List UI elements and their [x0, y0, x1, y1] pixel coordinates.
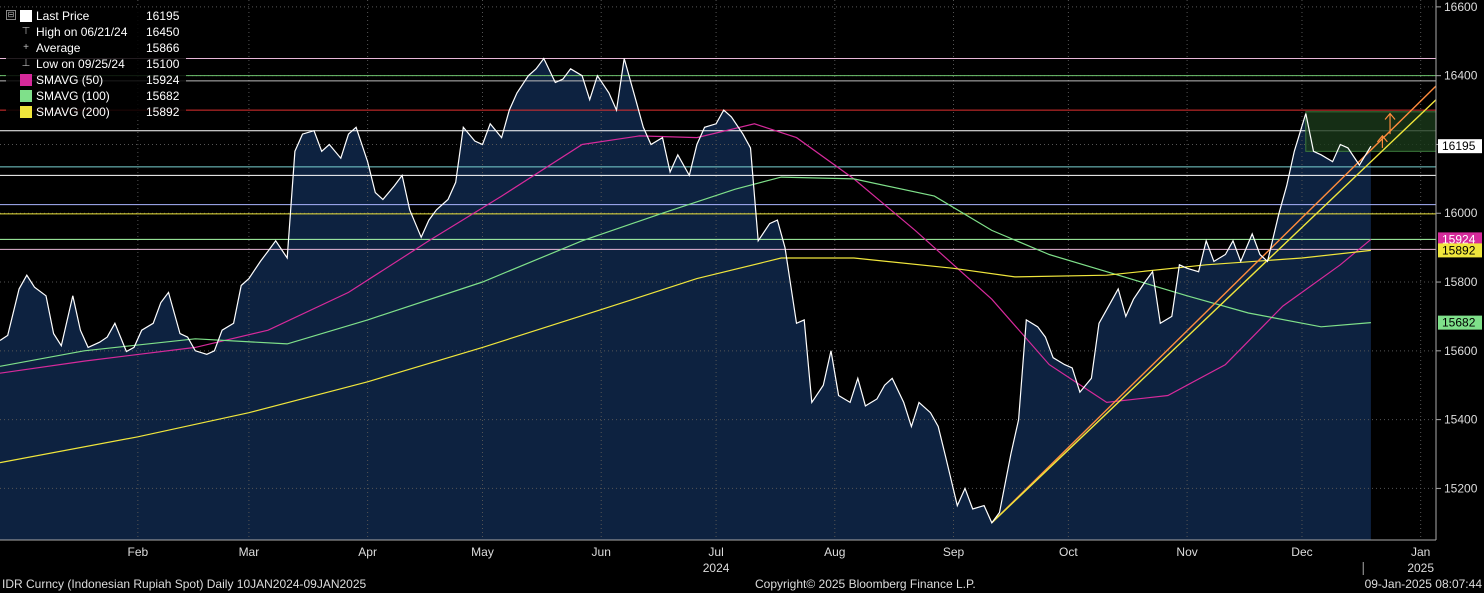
legend-row: SMAVG (50) 15924 — [6, 72, 186, 88]
axis-value-badge — [1438, 232, 1482, 247]
legend-value: 15924 — [146, 73, 180, 87]
legend-value: 16195 — [146, 9, 180, 23]
legend-marker-icon: + — [23, 42, 29, 53]
legend-label: SMAVG (200) — [36, 105, 110, 119]
x-tick-label: Jan — [1411, 545, 1430, 559]
series-line-smavg-100- — [0, 176, 1371, 367]
legend-row: + Average 15866 — [6, 40, 186, 56]
chart-legend: ⊟ Last Price 16195 ⊤ High on 06/21/24 16450 +… — [6, 8, 186, 120]
series-line-last-price — [0, 57, 1372, 524]
axis-value-badge-label: 16195 — [1442, 139, 1476, 153]
y-tick-label: 16600 — [1444, 0, 1478, 14]
x-tick-label: Nov — [1176, 545, 1197, 559]
legend-label: SMAVG (50) — [36, 73, 104, 87]
legend-swatch-icon — [20, 74, 32, 86]
legend-swatch-icon — [20, 90, 32, 102]
axis-value-badge-label: 15924 — [1442, 232, 1476, 246]
legend-swatch-icon — [20, 10, 32, 22]
legend-row: SMAVG (200) 15892 — [6, 104, 186, 120]
x-tick-label: May — [471, 545, 494, 559]
trend-line — [991, 85, 1437, 524]
y-tick-label: 16000 — [1444, 206, 1478, 220]
footer-security-info: IDR Curncy (Indonesian Rupiah Spot) Dail… — [2, 577, 367, 591]
legend-value: 16450 — [146, 25, 180, 39]
x-tick-label: Apr — [358, 545, 377, 559]
arrow-head-icon — [1376, 134, 1388, 143]
series-line-smavg-200- — [0, 249, 1371, 464]
highlight-box — [1305, 111, 1437, 152]
legend-row: Last Price 16195 — [6, 8, 186, 24]
y-tick-label: 15200 — [1444, 481, 1478, 495]
legend-row: ⊥ Low on 09/25/24 15100 — [6, 56, 186, 72]
trend-line — [991, 99, 1437, 524]
arrow-head-icon — [1384, 112, 1396, 120]
legend-value: 15682 — [146, 89, 180, 103]
legend-row: ⊤ High on 06/21/24 16450 — [6, 24, 186, 40]
axis-value-badge — [1438, 315, 1482, 330]
legend-label: SMAVG (100) — [36, 89, 110, 103]
series-line-smavg-50- — [0, 123, 1372, 404]
x-tick-label: Aug — [824, 545, 845, 559]
y-tick-label: 16400 — [1444, 69, 1478, 83]
legend-value: 15892 — [146, 105, 180, 119]
legend-value: 15100 — [146, 57, 180, 71]
legend-marker-icon: ⊤ — [21, 26, 31, 37]
y-tick-label: 15800 — [1444, 275, 1478, 289]
x-tick-label: Oct — [1059, 545, 1078, 559]
x-tick-label: Sep — [943, 545, 965, 559]
axis-value-badge-label: 15682 — [1442, 316, 1476, 330]
x-year-label: 2024 — [703, 561, 730, 575]
legend-label: Last Price — [36, 9, 90, 23]
legend-label: Average — [36, 41, 81, 55]
x-tick-label: Jun — [592, 545, 611, 559]
axis-value-badge — [1438, 243, 1482, 258]
x-tick-label: Dec — [1291, 545, 1312, 559]
y-tick-label: 15400 — [1444, 413, 1478, 427]
legend-label: High on 06/21/24 — [36, 25, 128, 39]
legend-label: Low on 09/25/24 — [36, 57, 125, 71]
legend-value: 15866 — [146, 41, 180, 55]
x-year-label: 2025 — [1407, 561, 1434, 575]
axis-value-badge — [1438, 139, 1482, 154]
legend-marker-icon: ⊥ — [21, 58, 31, 69]
legend-row: SMAVG (100) 15682 — [6, 88, 186, 104]
legend-collapse-icon[interactable]: ⊟ — [6, 10, 16, 20]
x-tick-label: Jul — [708, 545, 723, 559]
x-tick-label: Feb — [128, 545, 149, 559]
footer-timestamp: 09-Jan-2025 08:07:44 — [1364, 577, 1482, 591]
footer-copyright: Copyright© 2025 Bloomberg Finance L.P. — [755, 577, 976, 591]
axis-value-badge-label: 15892 — [1442, 243, 1476, 257]
y-tick-label: 15600 — [1444, 344, 1478, 358]
x-tick-label: Mar — [239, 545, 260, 559]
legend-swatch-icon — [20, 106, 32, 118]
